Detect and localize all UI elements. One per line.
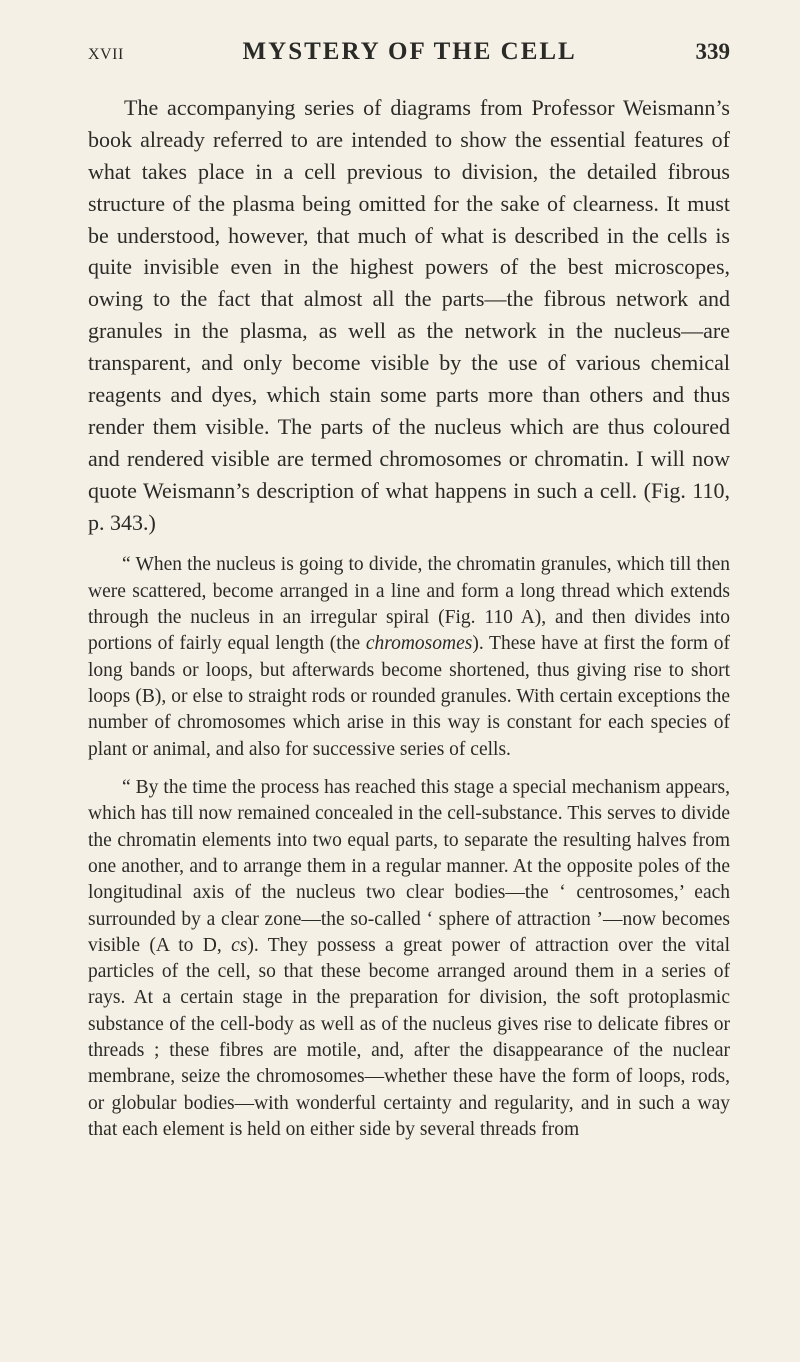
quote-text: “ By the time the process has reached th… [88, 777, 730, 956]
quote-text: ). They possess a great power of attract… [88, 935, 730, 1140]
page: XVII MYSTERY OF THE CELL 339 The accompa… [0, 0, 800, 1362]
italic-term-cs: cs [231, 935, 247, 956]
running-header: XVII MYSTERY OF THE CELL 339 [88, 38, 730, 66]
quote-paragraph-1: “ When the nucleus is going to divide, t… [88, 552, 730, 763]
body-paragraph-1: The accompanying series of diagrams from… [88, 92, 730, 538]
chapter-number: XVII [88, 46, 124, 64]
page-number: 339 [696, 39, 731, 65]
italic-term-chromosomes: chromosomes [366, 633, 473, 654]
quote-paragraph-2: “ By the time the process has reached th… [88, 775, 730, 1143]
page-title: MYSTERY OF THE CELL [124, 38, 696, 66]
